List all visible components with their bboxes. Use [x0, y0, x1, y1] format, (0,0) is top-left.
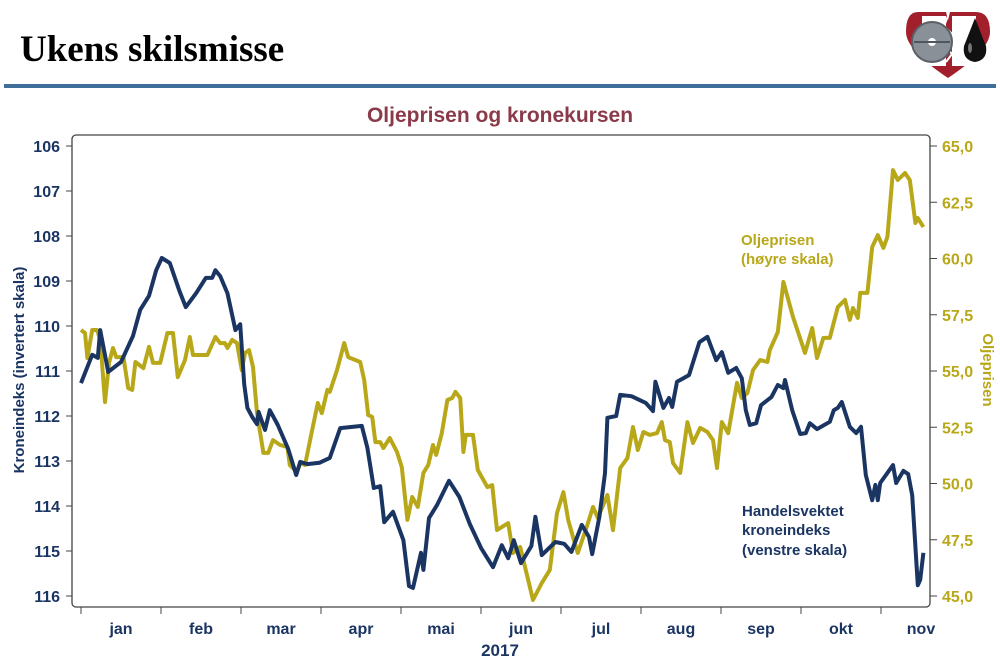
- left-tick-label: 110: [34, 319, 60, 336]
- left-tick-label: 112: [34, 409, 60, 426]
- right-tick-label: 55,0: [942, 364, 973, 381]
- right-tick-label: 57,5: [942, 308, 973, 325]
- right-tick-label: 47,5: [942, 533, 973, 550]
- krone-annotation-line1: Handelsvektet: [742, 503, 844, 520]
- x-tick-label: sep: [747, 621, 775, 638]
- right-tick-label: 50,0: [942, 477, 973, 494]
- x-tick-label: apr: [349, 621, 374, 638]
- x-tick-label: feb: [189, 621, 213, 638]
- right-tick-label: 62,5: [942, 195, 973, 212]
- slide-title: Ukens skilsmisse: [20, 29, 285, 70]
- left-tick-label: 116: [34, 589, 60, 606]
- x-tick-label: mar: [266, 621, 295, 638]
- oil-annotation-line1: Oljeprisen: [741, 232, 814, 249]
- title-divider: [4, 84, 996, 88]
- krone-annotation-line3: (venstre skala): [742, 542, 847, 559]
- right-tick-label: 65,0: [942, 139, 973, 156]
- x-tick-label: aug: [667, 621, 695, 638]
- right-tick-label: 45,0: [942, 589, 973, 606]
- oil-annotation-line2: (høyre skala): [741, 251, 834, 268]
- left-tick-label: 108: [33, 229, 60, 246]
- right-axis-title: Oljeprisen: [979, 333, 996, 406]
- x-tick-label: jun: [508, 621, 533, 638]
- oil-price-line: [79, 168, 926, 602]
- x-tick-label: mai: [427, 621, 455, 638]
- krone-annotation-line2: kroneindeks: [742, 522, 830, 539]
- left-tick-label: 113: [34, 454, 60, 471]
- krone-index-line: [79, 256, 926, 590]
- left-tick-label: 106: [33, 139, 60, 156]
- left-tick-label: 109: [33, 274, 60, 291]
- left-axis-title: Kroneindeks (invertert skala): [11, 267, 28, 474]
- x-tick-label: okt: [829, 621, 854, 638]
- chart-title: Oljeprisen og kronekursen: [367, 104, 633, 127]
- right-tick-label: 60,0: [942, 252, 973, 269]
- left-tick-label: 114: [34, 499, 60, 516]
- left-tick-label: 111: [35, 364, 60, 381]
- x-axis-title: 2017: [481, 641, 519, 660]
- x-tick-label: nov: [907, 621, 936, 638]
- left-tick-label: 115: [34, 544, 60, 561]
- norges-bank-logo: [906, 12, 990, 78]
- x-tick-label: jan: [108, 621, 132, 638]
- right-tick-label: 52,5: [942, 420, 973, 437]
- x-tick-label: jul: [591, 621, 611, 638]
- left-tick-label: 107: [33, 184, 60, 201]
